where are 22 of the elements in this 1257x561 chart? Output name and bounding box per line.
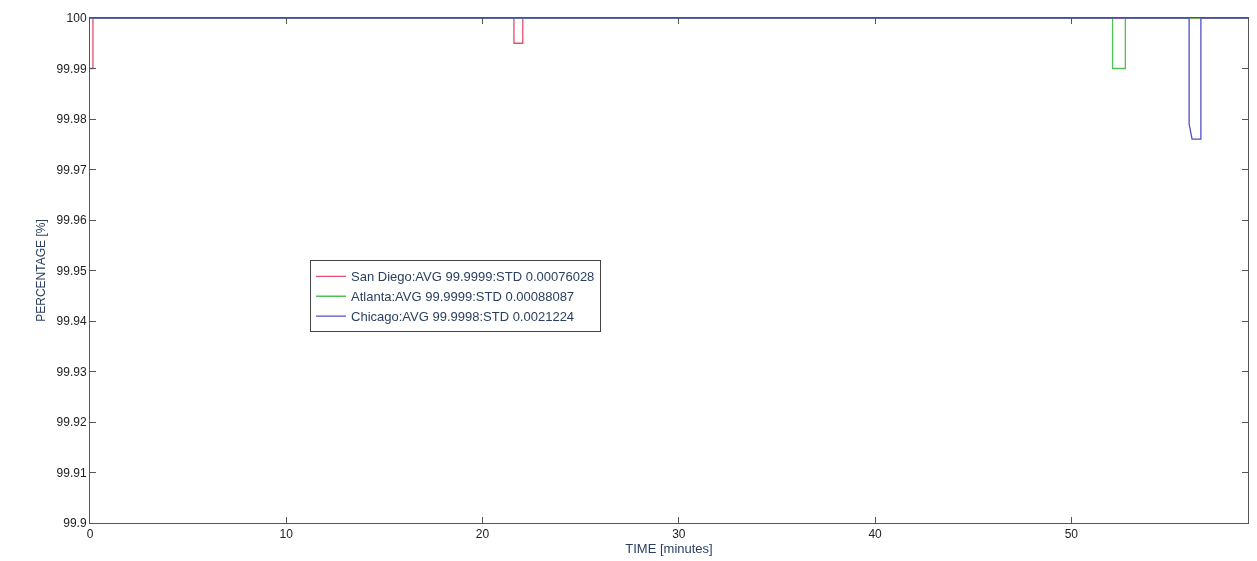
x-tick-label: 0 bbox=[86, 527, 94, 542]
y-tick-label: 99.93 bbox=[56, 364, 87, 379]
y-tick-label: 99.96 bbox=[56, 213, 87, 228]
legend-label: Chicago:AVG 99.9998:STD 0.0021224 bbox=[351, 309, 575, 325]
y-axis-title: PERCENTAGE [%] bbox=[33, 219, 48, 322]
y-tick-label: 99.94 bbox=[56, 314, 87, 329]
y-tick-label: 99.97 bbox=[56, 162, 87, 177]
x-tick-label: 10 bbox=[279, 527, 294, 542]
y-tick-label: 99.95 bbox=[56, 263, 87, 278]
y-tick-label: 99.99 bbox=[56, 61, 87, 76]
y-tick-label: 99.92 bbox=[56, 415, 87, 430]
y-tick-label: 99.9 bbox=[63, 516, 87, 531]
x-tick-label: 30 bbox=[672, 527, 686, 542]
x-tick-label: 20 bbox=[475, 527, 490, 542]
x-tick-label: 50 bbox=[1064, 527, 1079, 542]
x-axis-title: TIME [minutes] bbox=[625, 541, 713, 557]
legend-label: Atlanta:AVG 99.9999:STD 0.00088087 bbox=[351, 289, 575, 305]
legend-label: San Diego:AVG 99.9999:STD 0.00076028 bbox=[351, 269, 595, 285]
x-tick-label: 40 bbox=[868, 527, 883, 542]
y-tick-label: 100 bbox=[66, 11, 87, 26]
y-tick-label: 99.98 bbox=[56, 112, 87, 127]
y-tick-label: 99.91 bbox=[56, 465, 87, 480]
